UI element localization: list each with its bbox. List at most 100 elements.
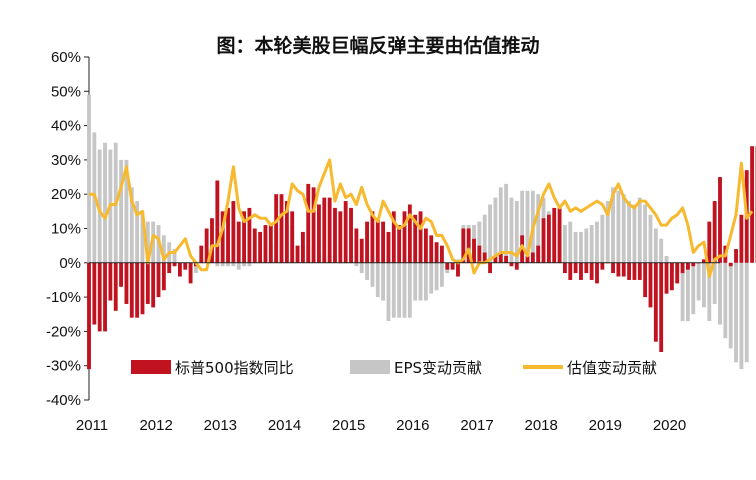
sp500-bar (632, 262, 637, 280)
eps-bar (514, 201, 519, 263)
eps-bar (579, 231, 583, 263)
eps-bar (429, 262, 434, 294)
eps-bar (87, 94, 91, 263)
eps-bar (423, 262, 428, 301)
sp500-bar (343, 201, 348, 263)
x-tick-label: 2013 (204, 417, 237, 434)
sp500-bar (418, 211, 423, 263)
sp500-bar (637, 262, 642, 280)
sp500-bar (643, 262, 648, 298)
sp500-bar (520, 235, 525, 263)
sp500-bar (242, 211, 247, 263)
eps-bar (220, 262, 225, 267)
x-tick-label: 2017 (460, 417, 493, 434)
y-tick-label: 60% (51, 49, 81, 66)
sp500-bar (509, 262, 514, 267)
x-tick-label: 2015 (332, 417, 365, 434)
legend-sp500-swatch (131, 360, 171, 374)
eps-bar (215, 262, 220, 267)
eps-bar (359, 262, 364, 274)
sp500-bar (284, 201, 289, 263)
sp500-bar (552, 207, 557, 263)
sp500-bar (333, 207, 337, 263)
eps-bar (391, 262, 396, 318)
sp500-bar (183, 262, 188, 270)
sp500-bar (493, 255, 498, 263)
chart-title: 图：本轮美股巨幅反弹主要由估值推动 (216, 34, 539, 57)
sp500-bar (653, 262, 658, 342)
eps-bar (562, 225, 567, 263)
eps-bar (600, 214, 605, 263)
y-tick-label: 0% (59, 255, 81, 272)
sp500-bar (354, 228, 359, 263)
sp500-bar (525, 255, 530, 263)
valuation-series (89, 158, 754, 278)
eps-bar (236, 262, 241, 270)
y-tick-label: 10% (51, 221, 81, 238)
eps-bar (434, 262, 439, 291)
sp500-bar (220, 211, 225, 263)
eps-bar (129, 187, 134, 263)
eps-bar (723, 262, 728, 339)
sp500-bar (258, 231, 263, 263)
sp500-bar (530, 252, 535, 263)
eps-bar (440, 262, 444, 287)
sp500-bar (685, 262, 690, 270)
eps-bar (354, 262, 359, 267)
sp500-bar (365, 221, 369, 263)
sp500-bar (675, 262, 680, 284)
eps-bar (536, 194, 541, 263)
eps-bar (595, 221, 599, 263)
eps-bar (103, 142, 107, 263)
eps-bar (482, 214, 487, 263)
sp500-bar (691, 262, 696, 267)
y-tick-label: 20% (51, 186, 81, 203)
eps-bar (616, 190, 621, 263)
legend-eps-label: EPS变动贡献 (394, 359, 482, 377)
eps-bar (573, 231, 578, 263)
eps-bar (712, 262, 717, 304)
eps-bar (718, 262, 722, 325)
sp500-bar (172, 262, 177, 267)
x-tick-label: 2011 (76, 417, 108, 434)
eps-series (87, 94, 749, 370)
eps-bar (739, 262, 744, 370)
sp500-bar (728, 262, 733, 267)
sp500-bar (627, 262, 632, 280)
sp500-bar (402, 211, 407, 263)
sp500-bar (712, 201, 717, 263)
sp500-bar (370, 211, 375, 263)
eps-bar (525, 190, 530, 263)
eps-bar (637, 197, 642, 263)
sp500-bar (557, 207, 562, 263)
legend-eps: EPS变动贡献 (350, 359, 482, 377)
sp500-bar (589, 262, 594, 280)
sp500-bar (124, 262, 129, 304)
sp500-bar (252, 228, 257, 263)
eps-bar (520, 190, 525, 263)
sp500-bar (156, 262, 161, 298)
sp500-bar (707, 221, 712, 263)
sp500-bar (472, 238, 476, 263)
y-tick-label: 40% (51, 118, 81, 135)
eps-bar (386, 262, 391, 322)
sp500-bar (247, 207, 252, 263)
eps-bar (231, 262, 236, 267)
eps-bar (493, 197, 498, 263)
eps-bar (226, 262, 230, 267)
sp500-bar (263, 225, 268, 263)
eps-bar (653, 228, 658, 263)
sp500-bar (375, 218, 380, 263)
sp500-bar (466, 228, 471, 263)
eps-bar (589, 225, 594, 263)
sp500-bar (568, 262, 573, 280)
eps-bar (568, 221, 573, 263)
eps-bar (370, 262, 375, 287)
sp500-bar (434, 242, 439, 263)
sp500-bar (129, 262, 134, 318)
sp500-bar (322, 197, 327, 263)
sp500-bar (450, 262, 455, 270)
sp500-bar (279, 194, 284, 263)
sp500-bar (290, 211, 295, 263)
